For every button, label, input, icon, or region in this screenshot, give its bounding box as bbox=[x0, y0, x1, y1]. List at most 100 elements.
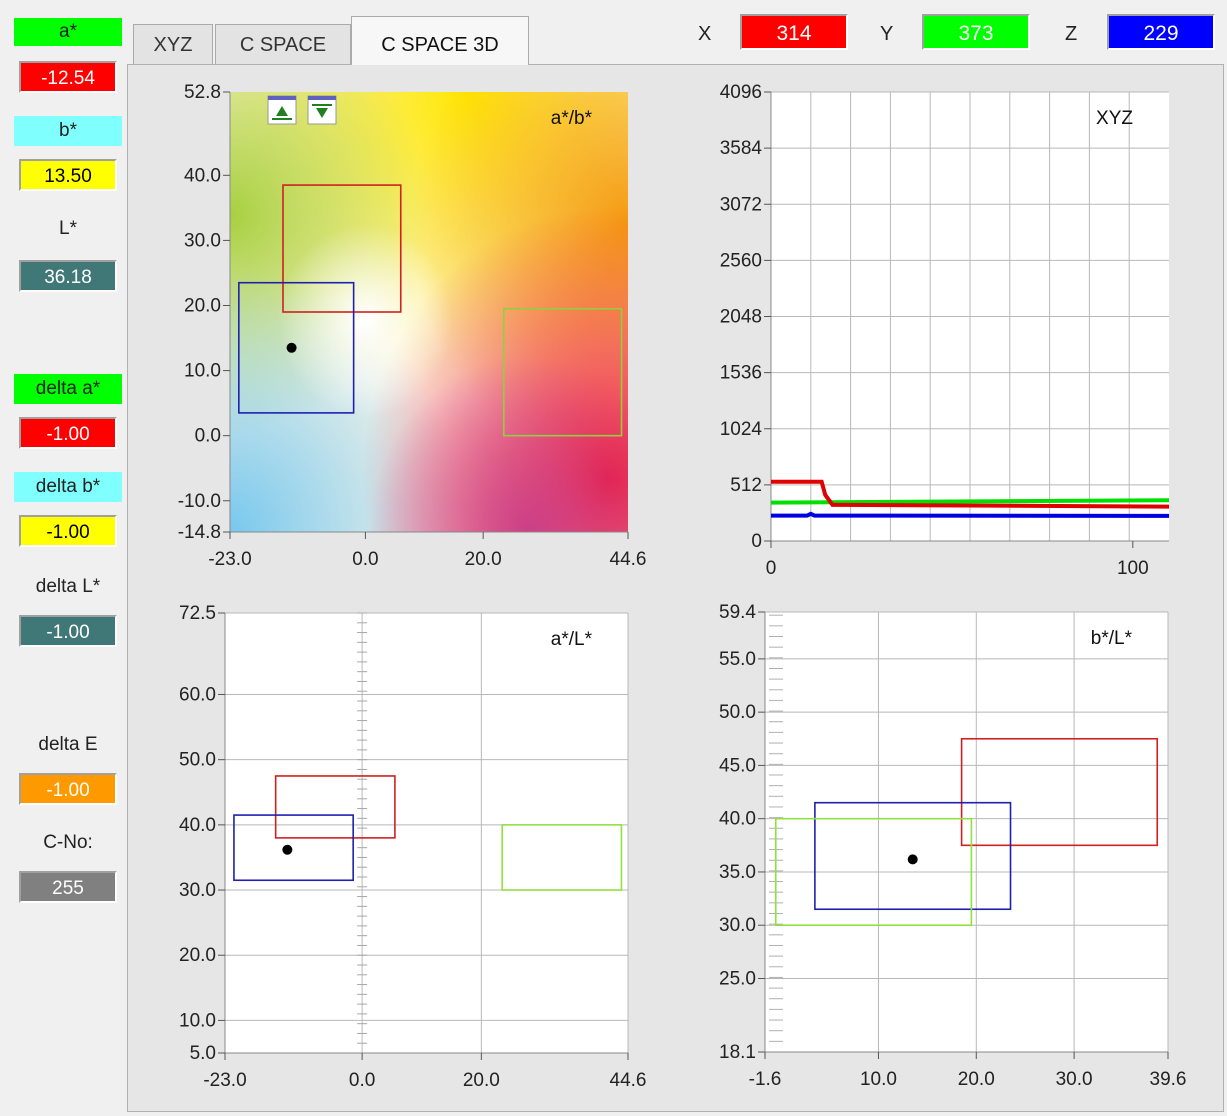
y-readout-value: 373 bbox=[922, 14, 1030, 50]
ab-y-tick-label: -10.0 bbox=[178, 491, 221, 512]
x-readout-value: 314 bbox=[740, 14, 848, 50]
ab-y-tick-label: 0.0 bbox=[195, 426, 221, 447]
bl-x-tick-label: 20.0 bbox=[958, 1069, 995, 1090]
bl-measurement-point bbox=[907, 854, 918, 865]
al-chart: 72.5 60.0 50.0 40.0 30.0 20.0 10.0 5.0 -23.0 0.0 2… bbox=[179, 603, 646, 1091]
z-readout-label: Z bbox=[1065, 23, 1078, 45]
delta-b-label: delta b* bbox=[14, 472, 122, 502]
a-label: a* bbox=[14, 18, 122, 46]
ab-y-tick-label: 10.0 bbox=[184, 361, 221, 382]
delta-b-value-field: -1.00 bbox=[19, 515, 117, 547]
b-label: b* bbox=[14, 116, 122, 146]
ab-chart-title: a*/b* bbox=[551, 108, 593, 129]
ab-x-tick-label: 0.0 bbox=[352, 549, 378, 570]
al-y-tick-label: 50.0 bbox=[179, 750, 216, 771]
bl-y-tick-label: 18.1 bbox=[719, 1042, 756, 1063]
ab-tolerance-box bbox=[282, 184, 402, 313]
al-y-tick-label: 10.0 bbox=[179, 1010, 216, 1031]
bl-y-tick-label: 45.0 bbox=[719, 755, 756, 776]
l-label: L* bbox=[59, 218, 77, 239]
al-y-tick-label: 40.0 bbox=[179, 815, 216, 836]
c-no-label: C-No: bbox=[43, 832, 93, 853]
x-readout-label: X bbox=[698, 23, 712, 45]
bl-y-tick-label: 55.0 bbox=[719, 649, 756, 670]
xyz-series-line bbox=[770, 498, 1170, 505]
bl-y-tick-label: 35.0 bbox=[719, 862, 756, 883]
ab-chart-background bbox=[230, 92, 628, 532]
bl-y-tick-label: 50.0 bbox=[719, 702, 756, 723]
al-y-tick-label: 72.5 bbox=[179, 603, 216, 624]
bl-tolerance-box bbox=[774, 817, 973, 927]
ab-tolerance-box bbox=[502, 307, 623, 437]
al-tolerance-box bbox=[233, 814, 354, 882]
xyz-x-tick-label: 0 bbox=[766, 558, 777, 579]
bl-y-tick-label: 25.0 bbox=[719, 968, 756, 989]
ab-x-tick-label: -23.0 bbox=[208, 549, 251, 570]
xyz-y-tick-label: 2048 bbox=[720, 307, 762, 328]
al-y-tick-label: 60.0 bbox=[179, 684, 216, 705]
bl-y-tick-label: 59.4 bbox=[719, 602, 756, 623]
xyz-y-tick-label: 1024 bbox=[720, 419, 763, 440]
delta-a-value-field: -1.00 bbox=[19, 417, 117, 449]
bl-tolerance-box bbox=[960, 737, 1159, 847]
xyz-series-line bbox=[771, 479, 1170, 509]
al-y-tick-label: 5.0 bbox=[190, 1043, 216, 1064]
bl-tolerance-box bbox=[814, 801, 1012, 911]
xyz-chart: 4096 3584 3072 2560 2048 1536 1024 512 00 100 XYZ bbox=[720, 82, 1170, 579]
bl-chart-title: b*/L* bbox=[1091, 628, 1133, 649]
ab-tolerance-box bbox=[238, 281, 355, 414]
delta-l-value-field: -1.00 bbox=[19, 615, 117, 647]
ab-y-tick-label: 52.8 bbox=[184, 82, 221, 103]
y-readout-label: Y bbox=[880, 23, 894, 45]
al-x-tick-label: 0.0 bbox=[349, 1070, 375, 1091]
al-y-tick-label: 30.0 bbox=[179, 880, 216, 901]
al-chart-title: a*/L* bbox=[551, 629, 593, 650]
al-y-tick-label: 20.0 bbox=[179, 945, 216, 966]
ab-x-tick-label: 44.6 bbox=[610, 549, 647, 570]
ab-x-tick-label: 20.0 bbox=[465, 549, 502, 570]
tab-c-space-3d[interactable]: C SPACE 3D bbox=[351, 16, 529, 65]
al-x-tick-label: -23.0 bbox=[203, 1070, 246, 1091]
xyz-chart-title: XYZ bbox=[1096, 108, 1133, 129]
bl-x-tick-label: 10.0 bbox=[860, 1069, 897, 1090]
xyz-y-tick-label: 1536 bbox=[720, 363, 762, 384]
zoom-in-icon[interactable] bbox=[267, 95, 297, 125]
al-measurement-point bbox=[282, 844, 293, 855]
al-x-tick-label: 20.0 bbox=[463, 1070, 500, 1091]
bl-chart: 59.4 55.0 50.0 45.0 40.0 35.0 30.0 25.0 18.1 -1.6… bbox=[719, 602, 1186, 1090]
bl-x-tick-label: 39.6 bbox=[1150, 1069, 1187, 1090]
bl-x-tick-label: 30.0 bbox=[1056, 1069, 1093, 1090]
ab-y-tick-label: 20.0 bbox=[184, 295, 221, 316]
ab-y-tick-label: 40.0 bbox=[184, 165, 221, 186]
l-value-field: 36.18 bbox=[19, 260, 117, 292]
xyz-y-tick-label: 2560 bbox=[720, 250, 762, 271]
delta-e-value-field: -1.00 bbox=[19, 773, 117, 805]
bl-x-tick-label: -1.6 bbox=[749, 1069, 782, 1090]
xyz-y-tick-label: 4096 bbox=[720, 82, 762, 103]
ab-y-tick-label: 30.0 bbox=[184, 230, 221, 251]
zoom-out-icon[interactable] bbox=[307, 95, 337, 125]
xyz-x-tick-label: 100 bbox=[1117, 558, 1149, 579]
al-tolerance-box bbox=[501, 824, 623, 891]
delta-l-label: delta L* bbox=[35, 576, 101, 597]
al-tolerance-box bbox=[274, 775, 396, 839]
delta-a-label: delta a* bbox=[14, 374, 122, 404]
delta-e-label: delta E bbox=[38, 734, 98, 755]
z-readout-value: 229 bbox=[1107, 14, 1215, 50]
a-value-field: -12.54 bbox=[19, 61, 117, 93]
al-plot-area bbox=[225, 613, 628, 1053]
bl-plot-area bbox=[765, 612, 1168, 1052]
xyz-y-tick-label: 0 bbox=[751, 531, 762, 552]
tab-xyz[interactable]: XYZ bbox=[133, 24, 213, 64]
al-x-tick-label: 44.6 bbox=[610, 1070, 647, 1091]
tab-c-space[interactable]: C SPACE bbox=[215, 24, 351, 64]
xyz-y-tick-label: 512 bbox=[730, 475, 762, 496]
b-value-field: 13.50 bbox=[19, 159, 117, 191]
c-no-value-field: 255 bbox=[19, 871, 117, 903]
ab-y-tick-label: -14.8 bbox=[178, 522, 221, 543]
ab-chart: 52.8 40.0 30.0 20.0 10.0 0.0 -10.0 -14.8 -23.0 0.… bbox=[178, 82, 647, 570]
ab-measurement-point bbox=[286, 342, 297, 353]
xyz-series-line bbox=[771, 511, 1170, 518]
xyz-y-tick-label: 3072 bbox=[720, 194, 762, 215]
